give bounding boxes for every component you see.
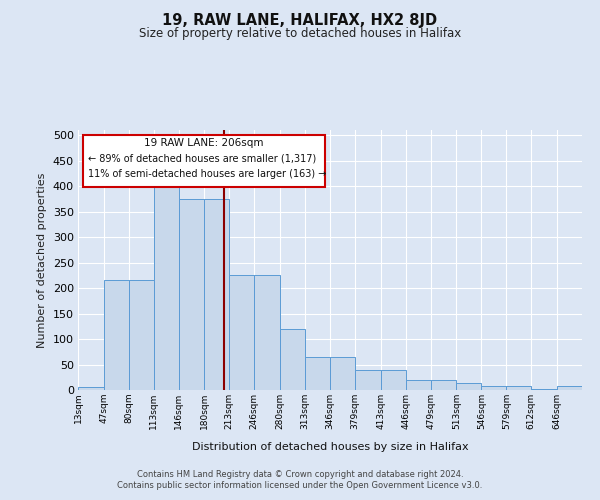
Text: Distribution of detached houses by size in Halifax: Distribution of detached houses by size … xyxy=(191,442,469,452)
Bar xyxy=(104,280,129,390)
Bar xyxy=(154,184,179,390)
Text: 11% of semi-detached houses are larger (163) →: 11% of semi-detached houses are larger (… xyxy=(88,169,326,179)
FancyBboxPatch shape xyxy=(83,135,325,187)
Bar xyxy=(406,380,431,390)
Bar xyxy=(254,276,280,390)
Bar xyxy=(229,276,254,390)
Bar xyxy=(431,380,457,390)
Bar xyxy=(305,357,330,390)
Text: 19 RAW LANE: 206sqm: 19 RAW LANE: 206sqm xyxy=(144,138,264,148)
Bar xyxy=(355,370,381,390)
Text: Size of property relative to detached houses in Halifax: Size of property relative to detached ho… xyxy=(139,28,461,40)
Bar xyxy=(129,280,154,390)
Y-axis label: Number of detached properties: Number of detached properties xyxy=(37,172,47,348)
Bar xyxy=(381,370,406,390)
Bar xyxy=(205,199,229,390)
Bar xyxy=(506,386,531,390)
Text: 19, RAW LANE, HALIFAX, HX2 8JD: 19, RAW LANE, HALIFAX, HX2 8JD xyxy=(163,12,437,28)
Text: Contains public sector information licensed under the Open Government Licence v3: Contains public sector information licen… xyxy=(118,481,482,490)
Bar xyxy=(330,357,355,390)
Text: Contains HM Land Registry data © Crown copyright and database right 2024.: Contains HM Land Registry data © Crown c… xyxy=(137,470,463,479)
Bar xyxy=(557,386,582,390)
Bar xyxy=(531,389,557,390)
Text: ← 89% of detached houses are smaller (1,317): ← 89% of detached houses are smaller (1,… xyxy=(88,154,316,164)
Bar xyxy=(78,388,104,390)
Bar xyxy=(280,329,305,390)
Bar xyxy=(179,199,205,390)
Bar xyxy=(457,384,481,390)
Bar xyxy=(481,386,506,390)
